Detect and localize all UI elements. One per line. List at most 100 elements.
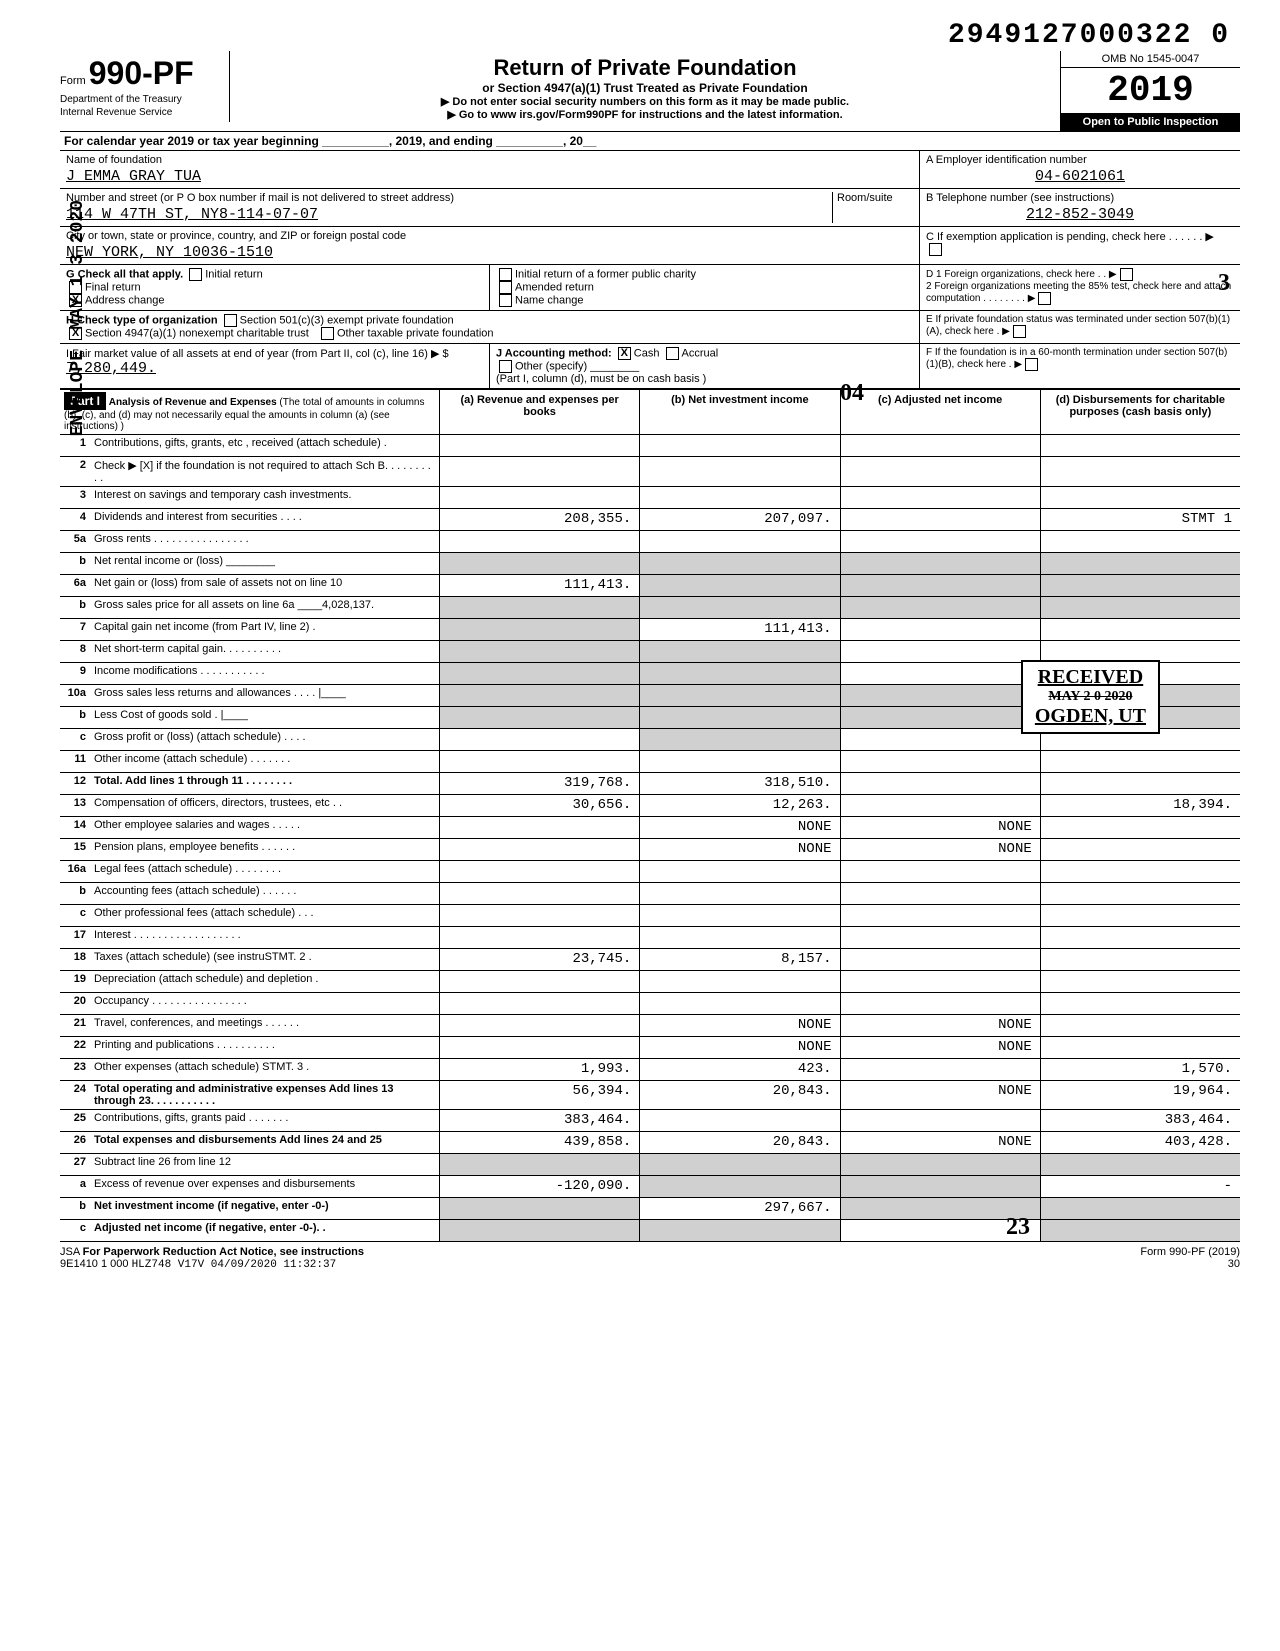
row-val-c	[841, 751, 1041, 772]
d2-label: 2 Foreign organizations meeting the 85% …	[926, 281, 1231, 304]
row-val-c: NONE	[841, 839, 1041, 860]
row-number: 3	[60, 487, 90, 508]
table-row: 13Compensation of officers, directors, t…	[60, 795, 1240, 817]
handwritten-04: 04	[840, 380, 864, 407]
sec501-checkbox[interactable]	[224, 314, 237, 327]
part1-title: Analysis of Revenue and Expenses	[109, 397, 277, 408]
row-number: 7	[60, 619, 90, 640]
row-val-b: NONE	[640, 839, 840, 860]
row-val-a	[440, 971, 640, 992]
row-val-c	[841, 993, 1041, 1014]
row-val-b: 12,263.	[640, 795, 840, 816]
form-number: 990-PF	[89, 55, 194, 91]
row-number: 19	[60, 971, 90, 992]
paperwork-notice: For Paperwork Reduction Act Notice, see …	[83, 1246, 364, 1258]
row-number: b	[60, 597, 90, 618]
row-label: Gross sales price for all assets on line…	[90, 597, 440, 618]
row-label: Legal fees (attach schedule) . . . . . .…	[90, 861, 440, 882]
e-checkbox[interactable]	[1013, 325, 1026, 338]
accrual-checkbox[interactable]	[666, 347, 679, 360]
row-val-b: 297,667.	[640, 1198, 840, 1219]
title-sub1: or Section 4947(a)(1) Trust Treated as P…	[238, 81, 1052, 95]
ein-cell: A Employer identification number 04-6021…	[920, 151, 1240, 189]
row-label: Interest on savings and temporary cash i…	[90, 487, 440, 508]
row-val-a: -120,090.	[440, 1176, 640, 1197]
row-val-b	[640, 1154, 840, 1175]
exemption-cell: C If exemption application is pending, c…	[920, 227, 1240, 259]
d1-checkbox[interactable]	[1120, 268, 1133, 281]
cash-label: Cash	[634, 347, 660, 359]
row-val-a: 383,464.	[440, 1110, 640, 1131]
row-val-c: NONE	[841, 1132, 1041, 1153]
row-val-c	[841, 509, 1041, 530]
title-sub3: ▶ Go to www irs.gov/Form990PF for instru…	[238, 108, 1052, 121]
row-val-d	[1041, 457, 1240, 486]
amended-checkbox[interactable]	[499, 281, 512, 294]
row-val-a	[440, 927, 640, 948]
row-val-b: 8,157.	[640, 949, 840, 970]
initial-former-checkbox[interactable]	[499, 268, 512, 281]
row-val-d	[1041, 435, 1240, 456]
row-val-a	[440, 751, 640, 772]
initial-checkbox[interactable]	[189, 268, 202, 281]
row-number: 9	[60, 663, 90, 684]
row-val-a: 23,745.	[440, 949, 640, 970]
initial-former-label: Initial return of a former public charit…	[515, 268, 696, 280]
row-number: 22	[60, 1037, 90, 1058]
row-val-c	[841, 531, 1041, 552]
table-row: bNet investment income (if negative, ent…	[60, 1198, 1240, 1220]
name-change-checkbox[interactable]	[499, 294, 512, 307]
row-val-b	[640, 751, 840, 772]
row-val-b	[640, 707, 840, 728]
received-text: RECEIVED	[1035, 666, 1146, 689]
table-row: 26Total expenses and disbursements Add l…	[60, 1132, 1240, 1154]
row-val-b	[640, 685, 840, 706]
row-number: 6a	[60, 575, 90, 596]
room-suite-label: Room/suite	[833, 192, 913, 223]
row-val-d: 383,464.	[1041, 1110, 1240, 1131]
row-val-d	[1041, 1198, 1240, 1219]
col-a-header: (a) Revenue and expenses per books	[440, 390, 640, 434]
row-label: Less Cost of goods sold . |____	[90, 707, 440, 728]
initial-label: Initial return	[205, 268, 262, 280]
side-stamp-may: MAY 1 3 2020	[68, 200, 88, 330]
row-val-d: -	[1041, 1176, 1240, 1197]
amended-label: Amended return	[515, 281, 594, 293]
col-c-header: (c) Adjusted net income	[841, 390, 1041, 434]
table-row: bAccounting fees (attach schedule) . . .…	[60, 883, 1240, 905]
row-val-c	[841, 487, 1041, 508]
row-val-b: 111,413.	[640, 619, 840, 640]
row-val-d	[1041, 553, 1240, 574]
row-val-d	[1041, 949, 1240, 970]
row-number: 12	[60, 773, 90, 794]
row-label: Interest . . . . . . . . . . . . . . . .…	[90, 927, 440, 948]
other-spec-checkbox[interactable]	[499, 360, 512, 373]
exemption-label: C If exemption application is pending, c…	[926, 231, 1214, 243]
row-val-c	[841, 553, 1041, 574]
row-val-c	[841, 1154, 1041, 1175]
tax-year: 2019	[1061, 68, 1240, 113]
table-row: 18Taxes (attach schedule) (see instruSTM…	[60, 949, 1240, 971]
table-row: 20Occupancy . . . . . . . . . . . . . . …	[60, 993, 1240, 1015]
row-number: 13	[60, 795, 90, 816]
handwritten-23: 23	[1006, 1214, 1030, 1241]
other-tax-checkbox[interactable]	[321, 327, 334, 340]
exemption-checkbox[interactable]	[929, 243, 942, 256]
row-val-b	[640, 1176, 840, 1197]
row-label: Accounting fees (attach schedule) . . . …	[90, 883, 440, 904]
cash-checkbox[interactable]: X	[618, 347, 631, 360]
row-number: b	[60, 1198, 90, 1219]
row-val-d	[1041, 597, 1240, 618]
f-checkbox[interactable]	[1025, 358, 1038, 371]
d2-checkbox[interactable]	[1038, 292, 1051, 305]
row-number: 17	[60, 927, 90, 948]
check-i-left: I Fair market value of all assets at end…	[60, 344, 490, 388]
row-val-a: 439,858.	[440, 1132, 640, 1153]
row-number: 10a	[60, 685, 90, 706]
inspection-label: Open to Public Inspection	[1061, 113, 1240, 131]
dln-number: 2949127000322 0	[60, 20, 1240, 51]
row-val-d: 1,570.	[1041, 1059, 1240, 1080]
row-val-d: 403,428.	[1041, 1132, 1240, 1153]
row-val-b	[640, 993, 840, 1014]
table-row: 23Other expenses (attach schedule) STMT.…	[60, 1059, 1240, 1081]
